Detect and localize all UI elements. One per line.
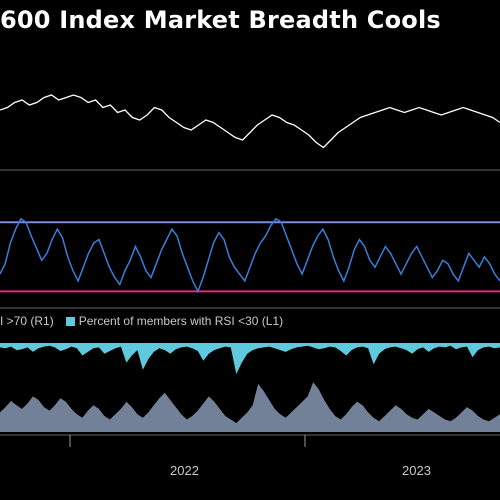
index-price-line: [0, 94, 500, 149]
chart-title: 600 Index Market Breadth Cools: [0, 6, 441, 34]
legend: I >70 (R1) Percent of members with RSI <…: [0, 314, 283, 328]
x-tick-label: 2023: [402, 463, 431, 478]
oversold-area: [0, 343, 500, 375]
breadth-line: [0, 217, 500, 294]
legend-oversold-swatch: [65, 316, 75, 326]
legend-oversold-label: Percent of members with RSI <30 (L1): [78, 314, 284, 328]
x-tick-label: 2022: [170, 463, 199, 478]
legend-overbought-label: I >70 (R1): [0, 314, 54, 328]
overbought-area: [0, 382, 500, 432]
